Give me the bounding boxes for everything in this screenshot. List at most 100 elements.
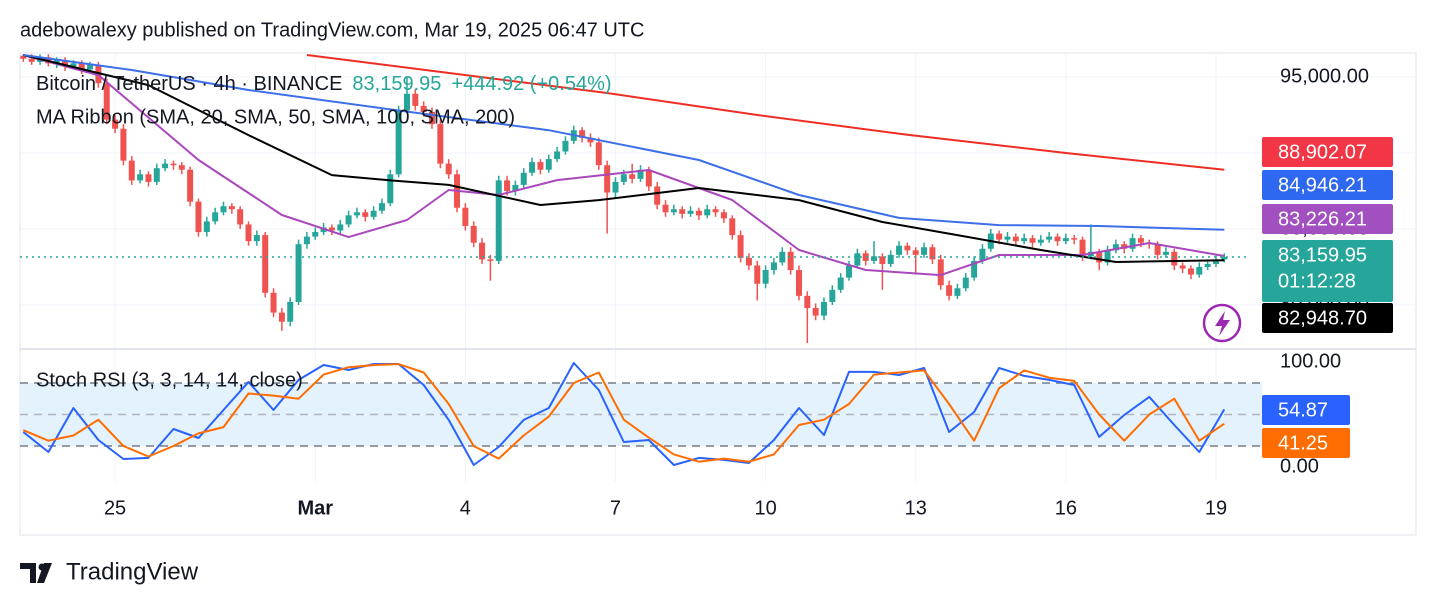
candle-body [153, 168, 160, 182]
candle-body [362, 212, 369, 217]
value-tag-label: 54.87 [1278, 399, 1328, 421]
countdown-label: 01:12:28 [1278, 270, 1356, 292]
legend-symbol: Bitcoin / TetherUS · 4h · BINANCE 83,159.… [36, 73, 612, 95]
x-tick-label: 16 [1055, 497, 1077, 519]
candle-body [962, 277, 969, 289]
legend-stoch: Stoch RSI (3, 3, 14, 14, close) [36, 369, 303, 391]
candle-body [112, 119, 119, 129]
candle-body [896, 245, 903, 255]
candle-body [1004, 236, 1011, 240]
axes: 25Mar471013161995,000.0090,000.0085,000.… [104, 65, 1393, 519]
candle-body [145, 174, 152, 182]
candle-body [795, 270, 802, 296]
candle-body [645, 169, 652, 187]
candle-body [429, 111, 436, 125]
alert-bolt[interactable] [1215, 311, 1230, 336]
candle-body [395, 110, 402, 175]
candle-body [303, 236, 310, 245]
candle-body [1204, 263, 1211, 267]
price-tag [1262, 303, 1393, 333]
indicator-line [22, 363, 1225, 463]
candle-body [946, 285, 953, 296]
candle-body [871, 256, 878, 261]
candle-body [904, 245, 911, 251]
candle-body [812, 308, 819, 316]
price-tag [1262, 170, 1393, 200]
candle-body [103, 83, 110, 120]
x-tick-label: 25 [104, 497, 126, 519]
x-tick-label: 4 [460, 497, 471, 519]
candle-body [829, 289, 836, 302]
candle-body [529, 162, 536, 173]
indicator-line [23, 54, 1225, 277]
candle-body [237, 209, 244, 225]
candle-body [437, 124, 444, 164]
candle-body [662, 204, 669, 213]
candle-body [1221, 256, 1228, 260]
logo-text[interactable]: TradingView [66, 558, 199, 585]
candle-body [587, 137, 594, 143]
candle-body [312, 232, 319, 237]
logo[interactable]: TradingView [20, 558, 199, 585]
candle-body [520, 172, 527, 185]
candle-body [679, 209, 686, 214]
candle-body [287, 301, 294, 322]
stoch-background [20, 382, 1262, 447]
candle-body [1046, 236, 1053, 240]
candle-body [162, 163, 169, 169]
candle-body [862, 253, 869, 261]
candle-body [337, 224, 344, 231]
candle-body [1054, 236, 1061, 242]
candle-body [620, 174, 627, 182]
candle-body [537, 162, 544, 170]
candle-body [820, 301, 827, 316]
candle-body [487, 259, 494, 261]
candle-body [720, 212, 727, 219]
candle-body [1071, 238, 1078, 240]
candle-body [187, 169, 194, 202]
candle-body [804, 295, 811, 309]
value-tag [1262, 395, 1350, 425]
candle-body [178, 165, 185, 170]
indicator-line [23, 54, 1225, 263]
candle-body [462, 207, 469, 226]
candle-body [53, 60, 60, 64]
candle-body [629, 174, 636, 179]
candle-body [971, 260, 978, 278]
candle-body [353, 212, 360, 216]
candle-body [712, 209, 719, 213]
candle-body [554, 151, 561, 160]
candle-body [253, 235, 260, 242]
candle-body [87, 64, 94, 70]
legend-change: +444.92 (+0.54%) [451, 73, 611, 95]
candle-body [412, 93, 419, 106]
candle-body [445, 163, 452, 175]
candle-body [879, 256, 886, 264]
candle-body [754, 265, 761, 284]
y-tick-label: 95,000.00 [1280, 65, 1369, 87]
logo-dot[interactable] [38, 563, 46, 571]
candle-body [295, 244, 302, 302]
candle-body [370, 210, 377, 217]
x-tick-label: 13 [905, 497, 927, 519]
candle-body [1187, 268, 1194, 275]
candle-body [604, 165, 611, 193]
candle-body [212, 212, 219, 222]
candle-body [837, 277, 844, 290]
candle-body [170, 163, 177, 166]
price-tag-label: 83,226.21 [1278, 208, 1367, 230]
candle-body [579, 130, 586, 138]
price-tag [1262, 204, 1393, 234]
candle-body [929, 247, 936, 260]
candle-body [62, 60, 69, 67]
candle-body [479, 242, 486, 260]
candle-body [20, 55, 27, 59]
alert-icon[interactable] [1202, 303, 1242, 343]
price-tag-label: 84,946.21 [1278, 174, 1367, 196]
last-price-tag [1262, 240, 1393, 302]
x-tick-label: 10 [754, 497, 776, 519]
candle-body [228, 206, 235, 210]
candle-body [203, 221, 210, 233]
candle-body [504, 180, 511, 192]
